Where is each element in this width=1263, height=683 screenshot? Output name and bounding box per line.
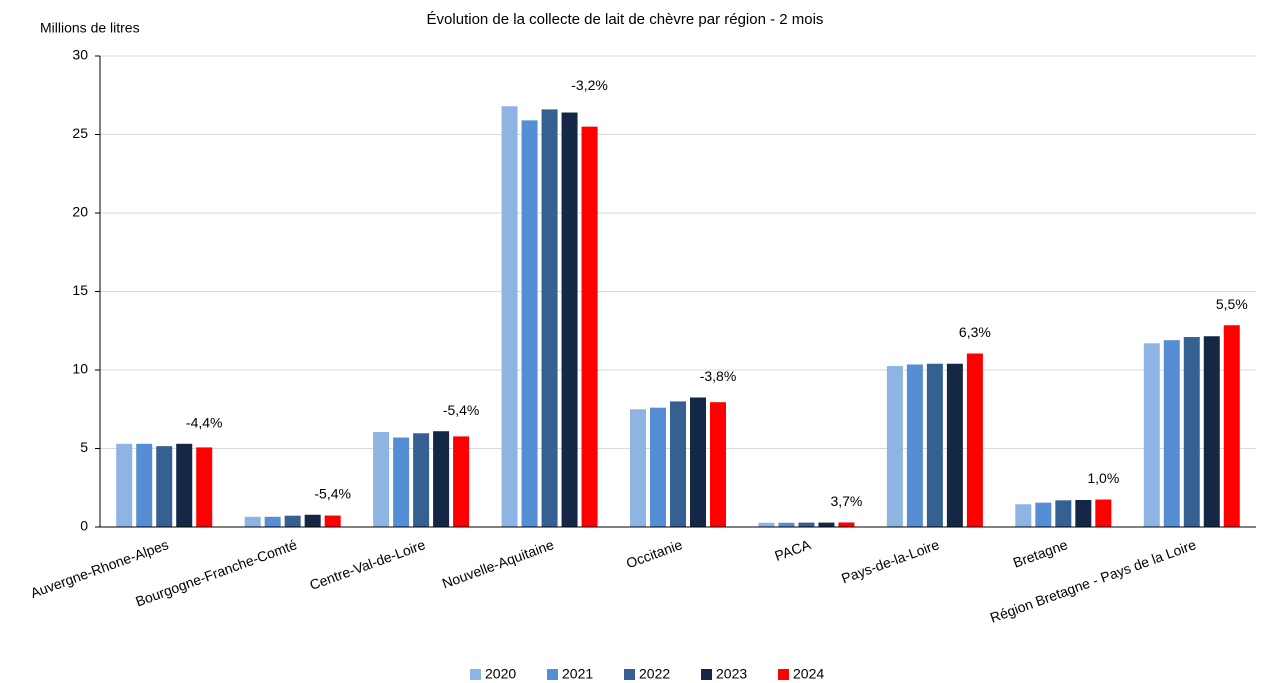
legend-label: 2021 bbox=[562, 666, 593, 682]
bar bbox=[284, 515, 301, 527]
x-tick-label: Région Bretagne - Pays de la Loire bbox=[988, 536, 1198, 626]
bar bbox=[926, 363, 943, 527]
bar bbox=[393, 437, 410, 527]
legend-swatch bbox=[470, 669, 481, 680]
bar bbox=[1095, 499, 1112, 527]
bar bbox=[453, 436, 470, 527]
bar bbox=[244, 516, 261, 527]
y-tick-label: 25 bbox=[72, 125, 88, 141]
bar bbox=[581, 126, 598, 528]
bar bbox=[778, 522, 795, 527]
bar bbox=[373, 432, 390, 527]
bar bbox=[304, 514, 321, 527]
bar bbox=[1223, 325, 1240, 527]
bar bbox=[521, 120, 538, 528]
legend-label: 2023 bbox=[716, 666, 747, 682]
bar bbox=[501, 106, 518, 528]
bar bbox=[886, 366, 903, 527]
bar bbox=[838, 522, 855, 527]
legend-label: 2020 bbox=[485, 666, 516, 682]
bar bbox=[1203, 336, 1220, 527]
annotation: 5,5% bbox=[1216, 296, 1248, 312]
bar bbox=[650, 407, 666, 527]
bar bbox=[561, 112, 578, 528]
y-axis-label: Millions de litres bbox=[40, 20, 140, 36]
x-tick-label: Pays-de-la-Loire bbox=[839, 536, 941, 586]
bar bbox=[433, 431, 450, 527]
y-tick-label: 20 bbox=[72, 204, 88, 220]
legend-swatch bbox=[778, 669, 789, 680]
bar bbox=[798, 522, 815, 527]
bar bbox=[710, 402, 726, 527]
bar bbox=[1015, 504, 1032, 527]
bar bbox=[758, 522, 775, 527]
bar bbox=[264, 516, 281, 527]
bar bbox=[156, 446, 173, 527]
bar bbox=[176, 443, 193, 527]
x-tick-label: Nouvelle-Aquitaine bbox=[440, 536, 556, 591]
bar bbox=[541, 109, 558, 527]
bar bbox=[196, 447, 213, 527]
x-tick-label: Centre-Val-de-Loire bbox=[307, 536, 427, 593]
bar bbox=[116, 443, 133, 527]
annotation: -3,2% bbox=[571, 77, 608, 93]
annotation: -5,4% bbox=[443, 402, 480, 418]
bar bbox=[690, 397, 706, 527]
legend-label: 2022 bbox=[639, 666, 670, 682]
annotation: 6,3% bbox=[959, 324, 991, 340]
annotation: 3,7% bbox=[830, 493, 862, 509]
bar bbox=[413, 433, 430, 527]
legend-swatch bbox=[701, 669, 712, 680]
x-tick-label: PACA bbox=[772, 536, 813, 564]
bar bbox=[906, 364, 923, 527]
y-tick-label: 5 bbox=[80, 439, 88, 455]
y-tick-label: 10 bbox=[72, 361, 88, 377]
x-tick-label: Occitanie bbox=[624, 536, 685, 571]
bar bbox=[136, 443, 153, 527]
legend-swatch bbox=[624, 669, 635, 680]
bar bbox=[1143, 343, 1160, 527]
y-tick-label: 30 bbox=[72, 47, 88, 63]
bar bbox=[324, 515, 341, 527]
bar bbox=[1075, 499, 1092, 527]
x-tick-label: Bretagne bbox=[1011, 536, 1070, 571]
bar bbox=[1055, 500, 1072, 527]
y-tick-label: 15 bbox=[72, 282, 88, 298]
bar bbox=[630, 409, 646, 527]
legend-swatch bbox=[547, 669, 558, 680]
bar bbox=[1035, 502, 1052, 527]
bar bbox=[818, 522, 835, 527]
legend-label: 2024 bbox=[793, 666, 824, 682]
bar bbox=[670, 401, 686, 527]
annotation: -3,8% bbox=[700, 368, 737, 384]
bar bbox=[1183, 337, 1200, 527]
bar bbox=[946, 363, 963, 527]
bar bbox=[966, 353, 983, 527]
annotation: -5,4% bbox=[314, 485, 351, 501]
annotation: 1,0% bbox=[1087, 470, 1119, 486]
y-tick-label: 0 bbox=[80, 518, 88, 534]
annotation: -4,4% bbox=[186, 414, 223, 430]
bar bbox=[1163, 340, 1180, 527]
chart-title: Évolution de la collecte de lait de chèv… bbox=[427, 11, 824, 28]
